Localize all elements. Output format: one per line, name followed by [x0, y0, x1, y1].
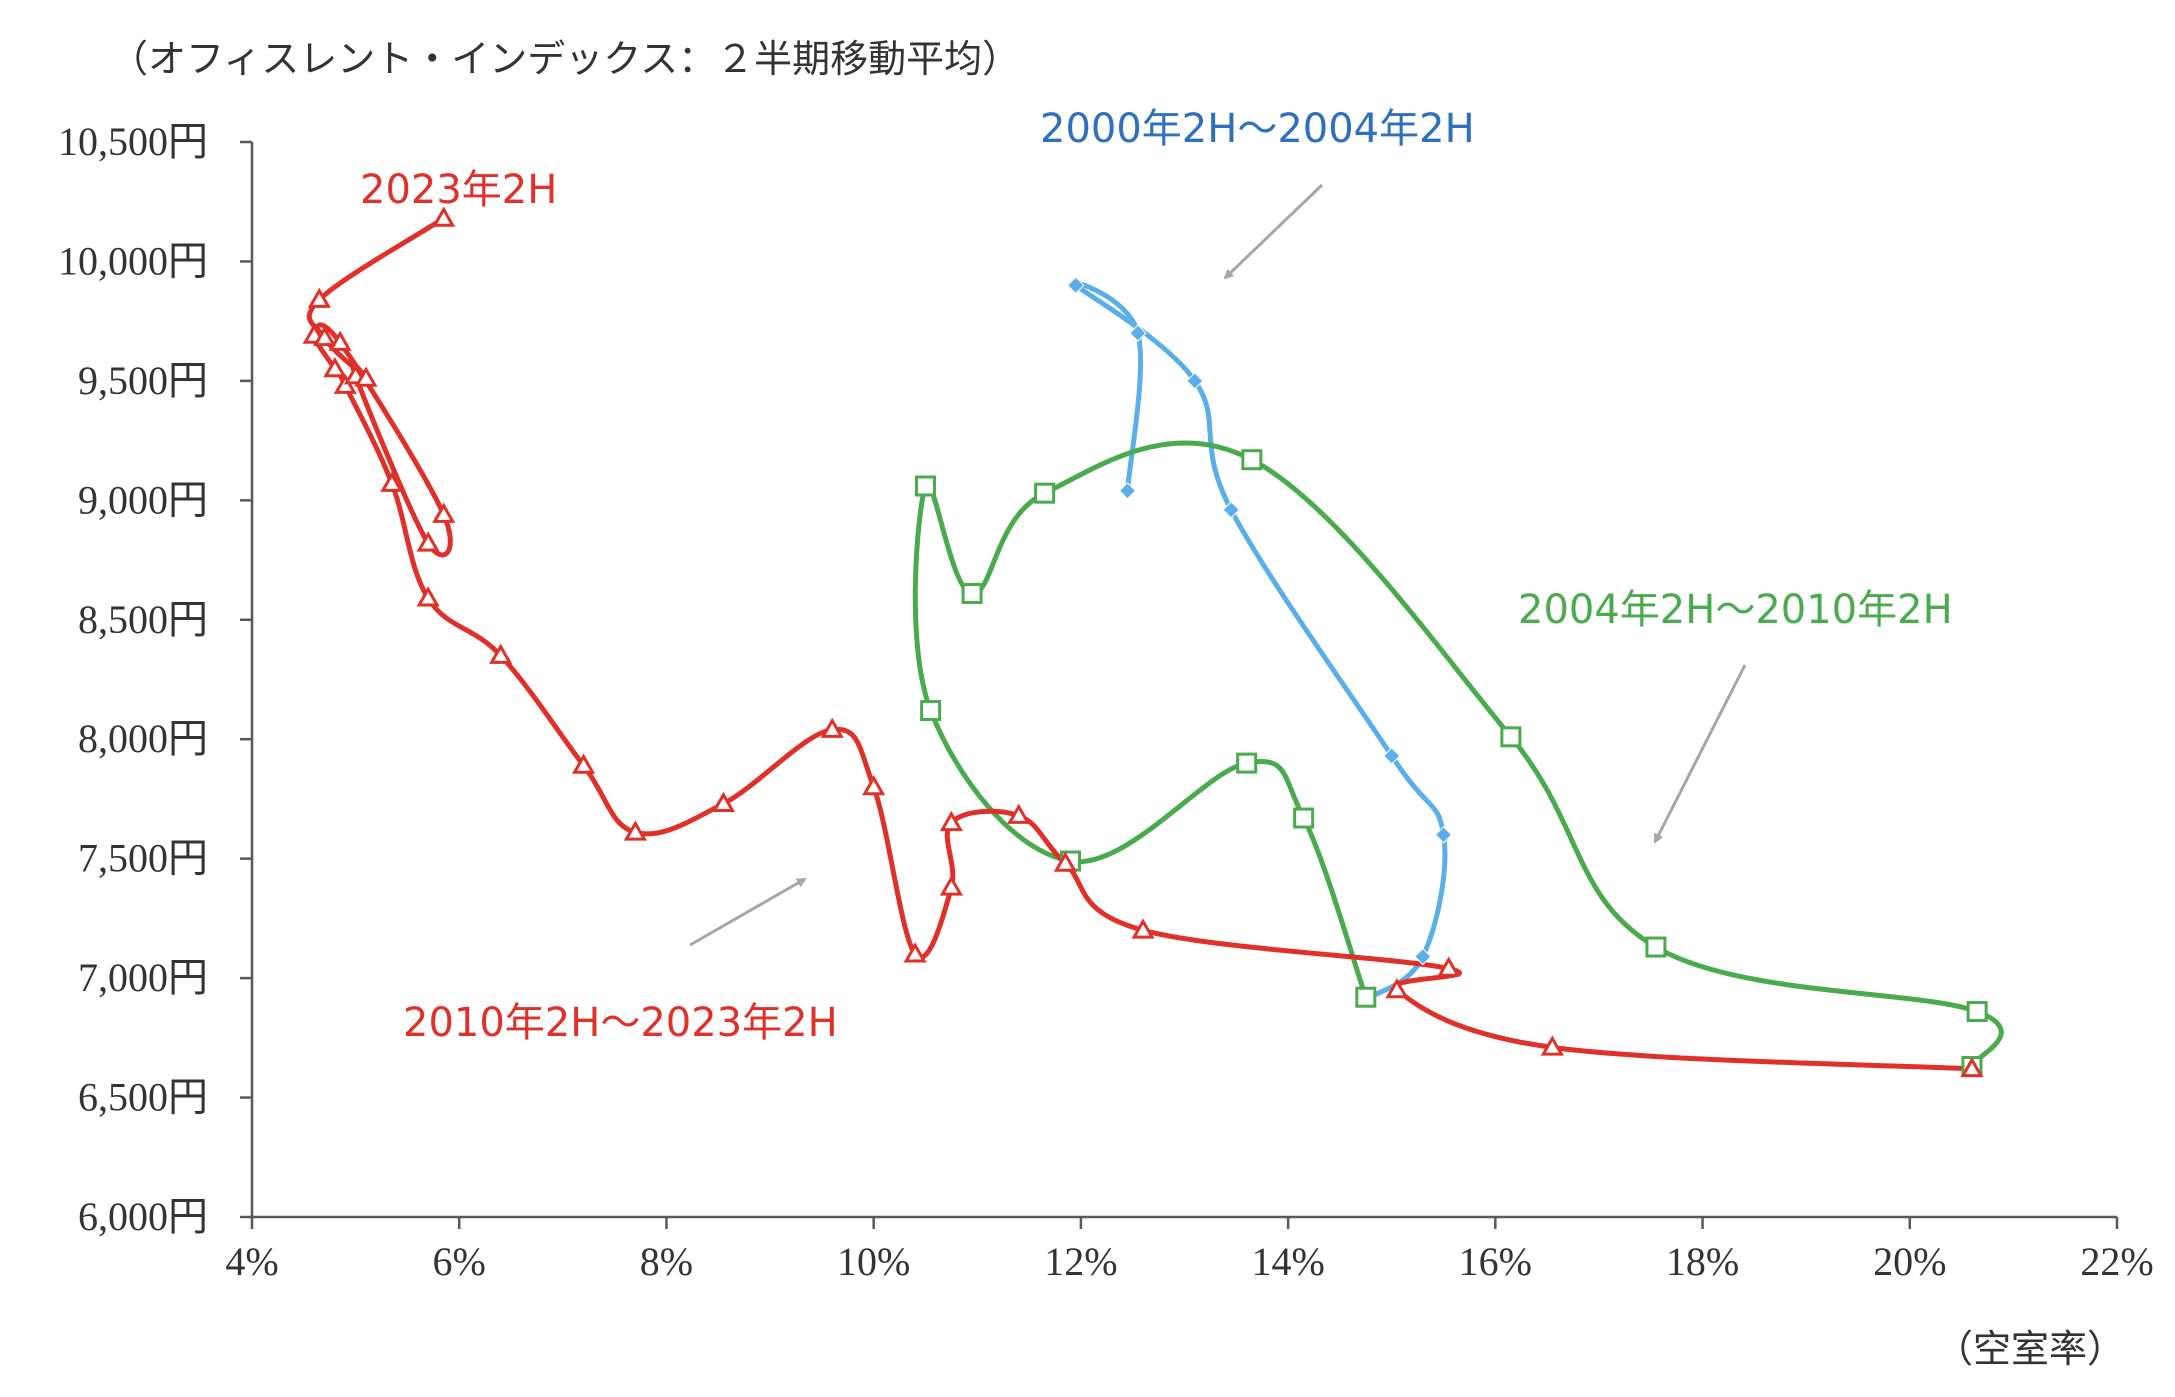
y-tick-labels: 6,000円 6,500円 7,000円 7,500円 8,000円 8,500円 9,00… — [58, 119, 208, 1239]
y-tick-label: 9,000円 — [78, 477, 208, 522]
triangle-point — [1385, 978, 1409, 999]
triangle-point — [1437, 956, 1461, 977]
y-tick-label: 10,500円 — [58, 119, 208, 164]
diamond-point — [1118, 482, 1137, 500]
triangle-point — [312, 325, 337, 347]
triangle-point — [1540, 1035, 1564, 1056]
diamond-point — [1186, 372, 1204, 390]
square-point — [1645, 936, 1667, 958]
triangle-point — [432, 206, 456, 227]
triangle-point — [380, 471, 404, 492]
y-tick-label: 8,000円 — [78, 716, 208, 761]
x-tick-label: 6% — [433, 1239, 486, 1284]
triangle-point — [903, 942, 927, 963]
x-tick-label: 14% — [1251, 1239, 1324, 1284]
triangle-point — [571, 753, 596, 774]
diamond-point — [1383, 747, 1401, 765]
y-tick-label: 6,500円 — [78, 1075, 208, 1120]
y-tick-label: 7,500円 — [78, 836, 208, 881]
axes — [240, 140, 2119, 1229]
arrow-2010-2023 — [689, 877, 807, 947]
y-tick-label: 10,000円 — [58, 238, 208, 283]
square-point — [1236, 752, 1258, 774]
x-tick-label: 8% — [640, 1239, 693, 1284]
diamond-point — [1067, 276, 1085, 295]
triangle-point — [1053, 851, 1077, 872]
series-lines — [306, 215, 2004, 1072]
diamond-point — [1414, 947, 1432, 966]
annotation-arrows — [689, 183, 1747, 947]
series-markers — [302, 206, 1988, 1078]
square-point — [1034, 482, 1056, 504]
annotation-2004-2010: 2004年2H～2010年2H — [1518, 587, 1953, 633]
annotation-2000-2004: 2000年2H～2004年2H — [1040, 106, 1475, 152]
x-tick-label: 18% — [1666, 1239, 1739, 1284]
y-tick-label: 6,000円 — [78, 1194, 208, 1239]
square-point — [1241, 449, 1263, 471]
annotation-2023: 2023年2H — [360, 167, 557, 213]
square-point — [920, 700, 942, 722]
triangle-point — [1960, 1056, 1984, 1078]
triangle-point — [416, 586, 440, 607]
triangle-point — [323, 356, 347, 378]
square-point — [1966, 1001, 1988, 1023]
y-tick-label: 8,500円 — [78, 597, 208, 642]
square-point — [961, 583, 983, 604]
triangle-point — [333, 373, 357, 394]
triangle-point — [939, 810, 963, 832]
square-point — [1293, 807, 1315, 829]
x-tick-label: 4% — [225, 1239, 278, 1284]
square-point — [1500, 726, 1522, 748]
x-tick-label: 12% — [1044, 1239, 1117, 1284]
x-tick-labels: 4% 6% 8% 10% 12% 14% 16% 18% 20% 22% — [225, 1239, 2153, 1284]
square-point — [914, 475, 936, 497]
triangle-point — [939, 875, 963, 896]
triangle-point — [416, 531, 440, 552]
triangle-point — [862, 774, 886, 796]
x-tick-label: 20% — [1873, 1239, 1946, 1284]
square-point — [1355, 986, 1377, 1008]
triangle-point — [1131, 918, 1155, 939]
diamond-point — [1434, 826, 1453, 844]
y-tick-label: 7,000円 — [78, 955, 208, 1000]
triangle-point — [307, 287, 331, 308]
x-tick-label: 22% — [2080, 1239, 2153, 1284]
x-unit-label: （空室率） — [1935, 1327, 2125, 1371]
series-0-line — [1072, 280, 1448, 1003]
triangle-point — [711, 791, 736, 812]
triangle-point — [1007, 803, 1031, 824]
diamond-point — [1222, 501, 1240, 519]
annotation-2010-2023: 2010年2H～2023年2H — [403, 1000, 838, 1046]
triangle-point — [820, 717, 844, 738]
triangle-point — [432, 502, 456, 523]
triangle-point — [489, 643, 513, 664]
x-tick-label: 10% — [837, 1239, 910, 1284]
y-tick-label: 9,500円 — [78, 358, 208, 403]
diamond-point — [1129, 324, 1147, 342]
triangle-point — [354, 366, 378, 387]
y-unit-label: （オフィスレント・インデックス：２半期移動平均） — [110, 37, 1020, 81]
arrow-2004-2010 — [1653, 664, 1747, 844]
triangle-point — [623, 820, 647, 841]
arrow-2000-2004 — [1223, 183, 1324, 280]
x-tick-label: 16% — [1459, 1239, 1532, 1284]
